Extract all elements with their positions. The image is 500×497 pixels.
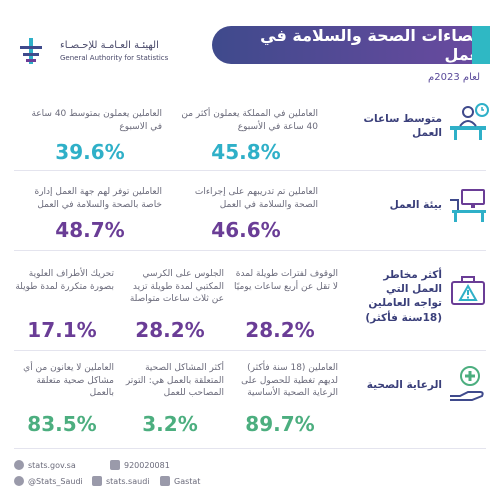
row-label-health: الرعاية الصحية — [366, 379, 442, 391]
twitter-icon — [14, 476, 24, 486]
logo-english-name: General Authority for Statistics — [60, 54, 169, 62]
gastat-logo: الهيئـة العـامـة للإحـصـاء General Autho… — [16, 36, 206, 70]
footer-phone[interactable]: 920020081 — [110, 460, 170, 470]
stat-health-coverage-value: 89.7% — [245, 412, 315, 436]
page-title: إحصاءات الصحة والسلامة في العمل — [212, 26, 490, 64]
footer-instagram[interactable]: Gastat — [160, 476, 200, 486]
worker-clock-icon — [450, 103, 489, 140]
divider — [14, 170, 486, 171]
stat-env-department-value: 48.7% — [55, 218, 125, 242]
facebook-icon — [92, 476, 102, 486]
logo-arabic-name: الهيئـة العـامـة للإحـصـاء — [60, 40, 159, 51]
stat-hours-over-40-value: 45.8% — [211, 140, 281, 164]
footer: stats.gov.sa 920020081 @Stats_Saudi stat… — [0, 452, 500, 497]
instagram-icon — [160, 476, 170, 486]
stat-risk-standing-value: 28.2% — [245, 318, 315, 342]
row-label-risks: أكثر مخاطر العمل التي تواجه العاملين (18… — [365, 269, 442, 324]
office-desk-icon — [450, 189, 486, 222]
stat-env-trained-value: 46.6% — [211, 218, 281, 242]
stat-env-department-text: العاملين توفر لهم جهة العمل إدارة خاصة ب… — [34, 187, 162, 210]
health-hand-icon — [450, 366, 484, 401]
stat-health-no-problems-text: العاملين لا يعانون من أي مشاكل صحية متعل… — [23, 363, 114, 399]
stat-health-no-problems-value: 83.5% — [27, 412, 97, 436]
globe-icon — [14, 460, 24, 470]
stat-risk-standing-text: الوقوف لفترات طويلة لمدة لا تقل عن أربع … — [234, 269, 338, 292]
stat-health-stress-value: 3.2% — [142, 412, 198, 436]
footer-facebook[interactable]: stats.saudi — [92, 476, 150, 486]
stat-risk-sitting-value: 28.2% — [135, 318, 205, 342]
stat-health-stress-text: أكثر المشاكل الصحية المتعلقة بالعمل هي: … — [125, 363, 224, 399]
row-label-hours: متوسط ساعات العمل — [363, 113, 442, 140]
stat-hours-avg-40-value: 39.6% — [55, 140, 125, 164]
stat-env-trained-text: العاملين تم تدريبهم على إجراءات الصحة وا… — [194, 187, 318, 210]
footer-twitter-text: @Stats_Saudi — [28, 476, 83, 486]
footer-facebook-text: stats.saudi — [106, 476, 150, 486]
phone-icon — [110, 460, 120, 470]
footer-instagram-text: Gastat — [174, 476, 201, 486]
footer-twitter[interactable]: @Stats_Saudi — [14, 476, 83, 486]
warning-briefcase-icon — [451, 276, 485, 305]
row-label-environment: بيئة العمل — [389, 199, 442, 211]
footer-phone-text: 920020081 — [124, 460, 170, 470]
divider — [14, 448, 486, 449]
gastat-logo-icon — [20, 38, 42, 64]
year-label: لعام 2023م — [428, 72, 480, 83]
stat-risk-upper-limbs-text: تحريك الأطراف العلوية بصورة متكررة لمدة … — [15, 269, 114, 292]
stat-hours-over-40-text: العاملين في المملكة يعملون أكثر من 40 سا… — [181, 109, 318, 132]
footer-website-text: stats.gov.sa — [28, 460, 76, 470]
divider — [14, 250, 486, 251]
divider — [14, 350, 486, 351]
stat-risk-sitting-text: الجلوس على الكرسي المكتبي لمدة طويلة تزي… — [129, 269, 224, 305]
stat-hours-avg-40-text: العاملين يعملون بمتوسط 40 ساعة في الاسبو… — [31, 109, 162, 132]
stat-health-coverage-text: العاملين (18 سنة فأكثر) لديهم تغطية للحص… — [241, 363, 338, 399]
stat-risk-upper-limbs-value: 17.1% — [27, 318, 97, 342]
footer-website[interactable]: stats.gov.sa — [14, 460, 76, 470]
